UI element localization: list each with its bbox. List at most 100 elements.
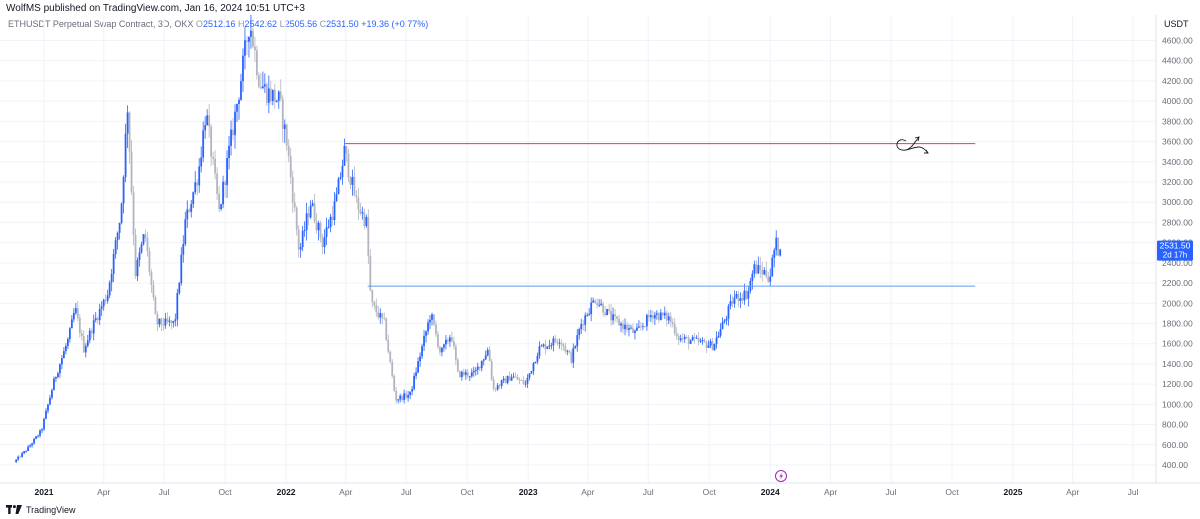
candle-body — [15, 459, 18, 462]
candle-body — [265, 84, 268, 103]
candle-body — [303, 230, 306, 231]
price-axis[interactable]: 400.00 600.00 800.00 1000.00 1200.00 1400.00 1… — [1162, 36, 1193, 471]
candle-body — [480, 360, 483, 369]
candle-body — [458, 371, 461, 378]
candle-body — [315, 221, 318, 231]
candle-body — [470, 372, 473, 377]
candle-body — [72, 312, 75, 320]
candle-body — [263, 84, 266, 87]
event-marker[interactable] — [775, 470, 787, 482]
candle-body — [293, 202, 296, 208]
candle-body — [417, 361, 419, 373]
candle-body — [94, 318, 97, 321]
candle-body — [146, 237, 149, 252]
candle-body — [514, 376, 517, 378]
candle-body — [433, 314, 435, 325]
candle-body — [21, 453, 24, 457]
candle-body — [735, 293, 738, 298]
candle-body — [665, 312, 668, 321]
candle-body — [49, 397, 51, 405]
candle-body — [246, 40, 248, 42]
candle-body — [180, 254, 183, 284]
change-value: +19.36 (+0.77%) — [361, 19, 429, 29]
countdown-value: 2d 17h — [1163, 251, 1187, 260]
candle-body — [321, 237, 324, 247]
candle-body — [741, 298, 744, 301]
candle-body — [206, 115, 209, 126]
candle-body — [626, 324, 628, 330]
candle-body — [616, 316, 618, 319]
candle-body — [59, 364, 61, 374]
candle-body — [307, 213, 310, 218]
freehand-drawing[interactable] — [896, 136, 929, 154]
candle-body — [540, 345, 543, 347]
candle-body — [452, 341, 455, 347]
candle-body — [486, 349, 489, 356]
candle-body — [445, 339, 447, 345]
candle-body — [719, 328, 722, 336]
candle-body — [381, 313, 384, 318]
candle-body — [681, 338, 684, 340]
candle-body — [689, 340, 692, 344]
candle-body — [649, 315, 652, 318]
candle-body — [701, 339, 704, 341]
candle-body — [618, 318, 620, 326]
candle-body — [267, 88, 270, 103]
candle-body — [403, 393, 406, 400]
candle-body — [309, 205, 312, 218]
candle-body — [186, 209, 189, 220]
candle-body — [474, 369, 477, 371]
candle-body — [178, 283, 181, 293]
tradingview-logo[interactable]: TradingView — [6, 505, 76, 515]
candle-body — [464, 372, 467, 376]
candle-body — [256, 50, 258, 76]
candle-body — [355, 195, 358, 198]
y-tick-label: 3200.00 — [1162, 177, 1193, 187]
candle-body — [482, 359, 485, 361]
candle-body — [347, 153, 350, 178]
candle-body — [134, 235, 137, 277]
candle-body — [502, 378, 505, 381]
candle-body — [236, 103, 238, 112]
candle-body — [437, 334, 439, 347]
currency-label[interactable]: USDT — [1164, 19, 1189, 29]
candle-body — [439, 346, 441, 353]
candle-body — [717, 335, 720, 338]
candle-body — [450, 337, 453, 342]
candle-body — [244, 40, 246, 56]
candle-body — [51, 390, 53, 398]
candle-body — [84, 346, 87, 353]
candle-body — [763, 270, 766, 275]
y-tick-label: 1400.00 — [1162, 359, 1193, 369]
symbol-description[interactable]: ETHUSDT Perpetual Swap Contract, 3D, OKX — [8, 19, 194, 29]
candle-body — [198, 166, 201, 186]
candle-body — [638, 326, 640, 328]
candle-body — [598, 304, 601, 306]
y-tick-label: 600.00 — [1162, 440, 1188, 450]
candle-body — [170, 320, 173, 323]
candle-body — [526, 377, 529, 384]
candle-body — [64, 345, 67, 352]
candle-body — [683, 336, 686, 340]
candle-body — [647, 314, 650, 318]
candle-body — [70, 319, 73, 329]
ohlc-legend: ETHUSDT Perpetual Swap Contract, 3D, OKX… — [8, 18, 428, 30]
candle-body — [462, 371, 465, 376]
candle-body — [685, 336, 688, 338]
last-price-tag: 2531.50 2d 17h — [1157, 240, 1193, 261]
y-tick-label: 4600.00 — [1162, 36, 1193, 46]
x-tick-label: 2024 — [761, 487, 780, 497]
candle-body — [162, 324, 165, 326]
candle-body — [580, 324, 583, 330]
candle-body — [765, 270, 768, 277]
candle-body — [333, 201, 336, 221]
candle-body — [196, 182, 199, 186]
candle-body — [369, 256, 372, 291]
y-tick-label: 3000.00 — [1162, 197, 1193, 207]
candle-body — [259, 86, 262, 89]
time-axis[interactable]: 2021 Apr Jul Oct 2022 Apr Jul Oct 2023 Apr Jul Oct 2… — [35, 487, 1139, 497]
candle-body — [88, 330, 91, 341]
candle-body — [651, 315, 654, 319]
candle-body — [122, 176, 125, 204]
